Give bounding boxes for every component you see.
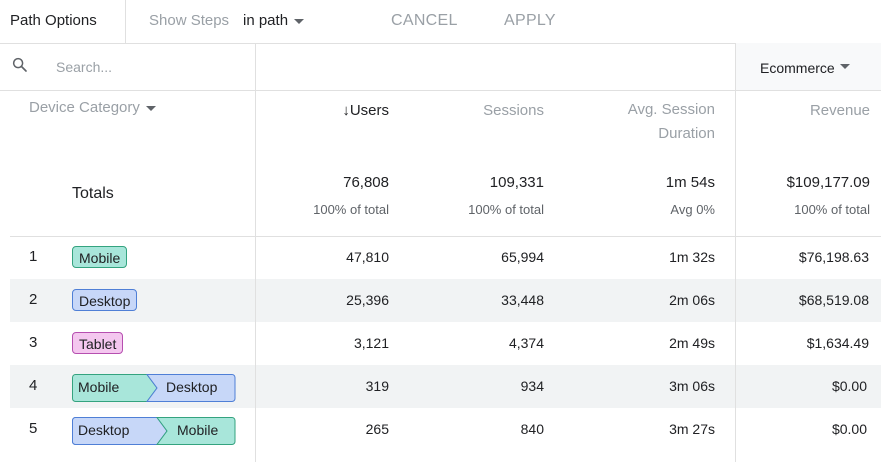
revenue-cell: $0.00: [831, 421, 867, 437]
row-number: 5: [29, 420, 38, 437]
caret-down-icon: [839, 64, 850, 69]
sessions-cell: 33,448: [501, 292, 544, 308]
segment-cell: [736, 43, 881, 90]
column-divider: [255, 43, 256, 462]
path-step-mobile: Mobile: [177, 422, 219, 438]
show-steps-dropdown[interactable]: in path: [243, 12, 305, 29]
revenue-cell: $0.00: [831, 378, 867, 394]
sessions-column-header[interactable]: Sessions: [483, 102, 544, 119]
search-icon: [12, 57, 27, 72]
search-input[interactable]: [56, 57, 246, 77]
totals-divider: [10, 236, 881, 237]
totals-users-sub: 100% of total: [313, 202, 389, 217]
revenue-cell: $1,634.49: [806, 335, 869, 351]
totals-revenue-sub: 100% of total: [794, 202, 870, 217]
caret-down-icon: [294, 18, 305, 24]
duration-cell: 3m 27s: [669, 421, 715, 437]
device-chip-tablet: Tablet: [72, 332, 124, 354]
users-cell: 47,810: [346, 249, 389, 265]
row-number: 3: [29, 334, 38, 351]
avg-session-header-line2: Duration: [658, 125, 715, 142]
path-step-desktop: Desktop: [78, 422, 130, 438]
users-cell: 319: [365, 378, 389, 394]
device-chip-desktop: Desktop: [72, 289, 138, 311]
path-step-mobile: Mobile: [78, 379, 120, 395]
dimension-header: Device Category: [29, 99, 140, 116]
totals-revenue: $109,177.09: [786, 174, 870, 191]
revenue-column-header[interactable]: Revenue: [809, 102, 870, 119]
toolbar-divider: [125, 0, 126, 43]
sessions-cell: 4,374: [508, 335, 544, 351]
caret-down-icon: [145, 105, 156, 111]
search-row: [0, 43, 881, 91]
sessions-cell: 840: [520, 421, 544, 437]
avg-session-header-line1: Avg. Session: [627, 101, 715, 118]
duration-cell: 3m 06s: [669, 378, 715, 394]
show-steps-value: in path: [243, 12, 289, 29]
sessions-cell: 65,994: [501, 249, 544, 265]
path-step-desktop: Desktop: [166, 379, 218, 395]
cancel-button[interactable]: CANCEL: [391, 12, 458, 29]
totals-users: 76,808: [343, 174, 389, 191]
path-options-title: Path Options: [10, 12, 97, 29]
row-number: 1: [29, 248, 38, 265]
duration-cell: 2m 49s: [669, 335, 715, 351]
revenue-cell: $68,519.08: [798, 292, 869, 308]
totals-sessions: 109,331: [489, 174, 544, 191]
path-chevron-mobile-desktop: [72, 374, 236, 402]
row-number: 2: [29, 291, 38, 308]
users-header-label: Users: [349, 102, 389, 119]
row-number: 4: [29, 377, 38, 394]
device-chip-mobile: Mobile: [72, 246, 128, 268]
apply-button[interactable]: APPLY: [504, 12, 556, 29]
show-steps-label: Show Steps: [149, 12, 230, 29]
sessions-cell: 934: [520, 378, 544, 394]
path-chevron-mobile-segment: [72, 417, 236, 445]
totals-sessions-sub: 100% of total: [468, 202, 544, 217]
users-cell: 25,396: [346, 292, 389, 308]
users-cell: 3,121: [353, 335, 389, 351]
duration-cell: 2m 06s: [669, 292, 715, 308]
totals-duration-sub: Avg 0%: [670, 202, 715, 217]
segment-dropdown-label: Ecommerce: [760, 60, 835, 76]
path-toolbar: [0, 0, 881, 44]
duration-cell: 1m 32s: [669, 249, 715, 265]
column-divider: [735, 43, 736, 462]
segment-dropdown[interactable]: Ecommerce: [760, 60, 850, 76]
revenue-cell: $76,198.63: [798, 249, 869, 265]
avg-session-duration-header[interactable]: Avg. Session Duration: [570, 98, 715, 146]
sort-arrow-down-icon: ↓: [342, 102, 350, 119]
totals-duration: 1m 54s: [665, 174, 715, 191]
device-category-dropdown[interactable]: Device Category: [29, 99, 156, 116]
users-column-header[interactable]: ↓Users: [290, 99, 389, 123]
totals-label: Totals: [72, 185, 114, 202]
users-cell: 265: [365, 421, 389, 437]
